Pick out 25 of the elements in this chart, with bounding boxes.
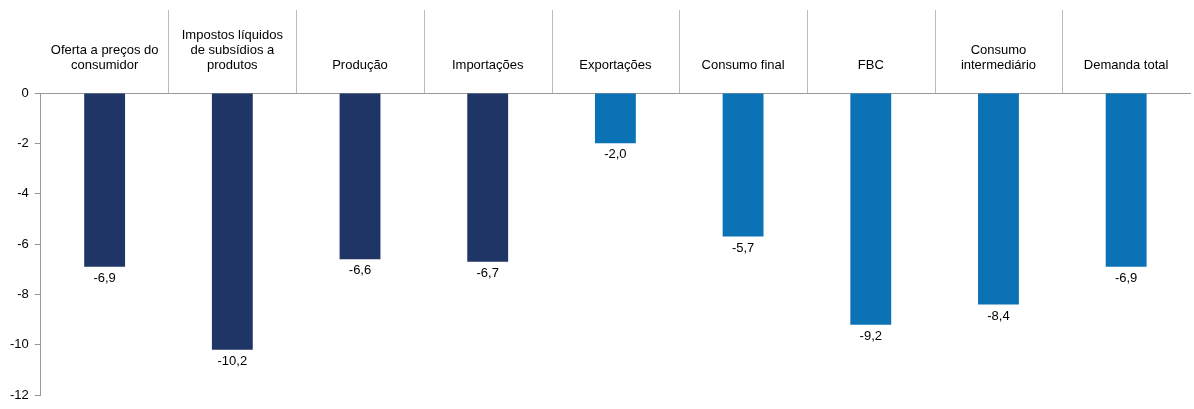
data-label: -6,7 (476, 264, 499, 280)
data-label: -5,7 (731, 239, 755, 255)
x-tick-label: Produção (332, 57, 388, 73)
x-tick-label: Consumo intermediário (960, 42, 1037, 73)
x-tick-label: Importações (451, 57, 524, 73)
x-tick-label: Exportações (579, 57, 653, 73)
data-label: -8,4 (987, 307, 1010, 323)
y-tick-label: -10 (9, 336, 29, 352)
x-tick-label: Consumo final (701, 57, 785, 73)
x-tick-label: Oferta a preços do consumidor (50, 42, 159, 73)
data-label: -2,0 (604, 146, 627, 162)
data-label: -6,9 (1114, 269, 1138, 285)
y-tick-label: -12 (9, 386, 29, 402)
data-label: -6,9 (93, 269, 116, 285)
y-tick-label: -4 (17, 185, 29, 201)
x-tick-label: Impostos líquidos de subsídios a produtos (181, 27, 284, 73)
data-label: -10,2 (217, 352, 248, 368)
y-tick-label: -6 (17, 235, 29, 251)
y-tick-label: -8 (17, 286, 29, 302)
data-label: -9,2 (859, 327, 882, 343)
data-label: -6,6 (348, 262, 372, 278)
y-tick-label: 0 (21, 84, 29, 100)
x-tick-label: FBC (857, 57, 884, 73)
x-tick-label: Demanda total (1083, 57, 1169, 73)
y-tick-label: -2 (17, 134, 29, 150)
